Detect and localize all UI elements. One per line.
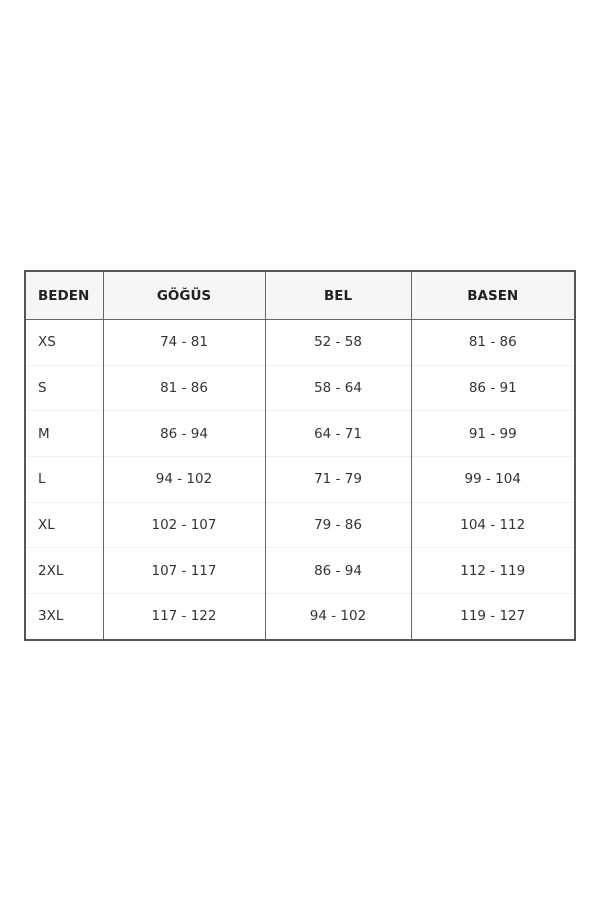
cell-chest: 74 - 81 bbox=[102, 319, 266, 366]
cell-size: 2XL bbox=[24, 547, 104, 594]
cell-hip: 86 - 91 bbox=[410, 364, 576, 411]
size-chart-table: BEDEN GÖĞÜS BEL BASEN XS 74 - 81 52 - 58 81… bbox=[24, 270, 576, 641]
cell-waist: 71 - 79 bbox=[264, 456, 412, 503]
header-beden: BEDEN bbox=[24, 270, 104, 320]
cell-chest: 102 - 107 bbox=[102, 501, 266, 548]
header-gogus: GÖĞÜS bbox=[102, 270, 266, 320]
cell-hip: 104 - 112 bbox=[410, 501, 576, 548]
cell-hip: 99 - 104 bbox=[410, 456, 576, 503]
cell-hip: 119 - 127 bbox=[410, 593, 576, 640]
cell-waist: 58 - 64 bbox=[264, 364, 412, 411]
table-row: 3XL 117 - 122 94 - 102 119 - 127 bbox=[24, 593, 576, 640]
cell-size: M bbox=[24, 410, 104, 457]
table-row: XS 74 - 81 52 - 58 81 - 86 bbox=[24, 319, 576, 366]
cell-size: 3XL bbox=[24, 593, 104, 640]
cell-size: S bbox=[24, 364, 104, 411]
table-row: M 86 - 94 64 - 71 91 - 99 bbox=[24, 410, 576, 457]
table-row: S 81 - 86 58 - 64 86 - 91 bbox=[24, 364, 576, 411]
header-row: BEDEN GÖĞÜS BEL BASEN bbox=[24, 270, 576, 320]
cell-chest: 107 - 117 bbox=[102, 547, 266, 594]
cell-waist: 86 - 94 bbox=[264, 547, 412, 594]
cell-waist: 64 - 71 bbox=[264, 410, 412, 457]
header-basen: BASEN bbox=[410, 270, 576, 320]
cell-hip: 112 - 119 bbox=[410, 547, 576, 594]
cell-waist: 79 - 86 bbox=[264, 501, 412, 548]
cell-size: XS bbox=[24, 319, 104, 366]
table-row: XL 102 - 107 79 - 86 104 - 112 bbox=[24, 501, 576, 548]
cell-waist: 94 - 102 bbox=[264, 593, 412, 640]
cell-chest: 81 - 86 bbox=[102, 364, 266, 411]
cell-size: L bbox=[24, 456, 104, 503]
cell-hip: 91 - 99 bbox=[410, 410, 576, 457]
cell-hip: 81 - 86 bbox=[410, 319, 576, 366]
header-bel: BEL bbox=[264, 270, 412, 320]
table-row: 2XL 107 - 117 86 - 94 112 - 119 bbox=[24, 547, 576, 594]
cell-chest: 86 - 94 bbox=[102, 410, 266, 457]
cell-chest: 94 - 102 bbox=[102, 456, 266, 503]
cell-chest: 117 - 122 bbox=[102, 593, 266, 640]
cell-size: XL bbox=[24, 501, 104, 548]
table-row: L 94 - 102 71 - 79 99 - 104 bbox=[24, 456, 576, 503]
cell-waist: 52 - 58 bbox=[264, 319, 412, 366]
